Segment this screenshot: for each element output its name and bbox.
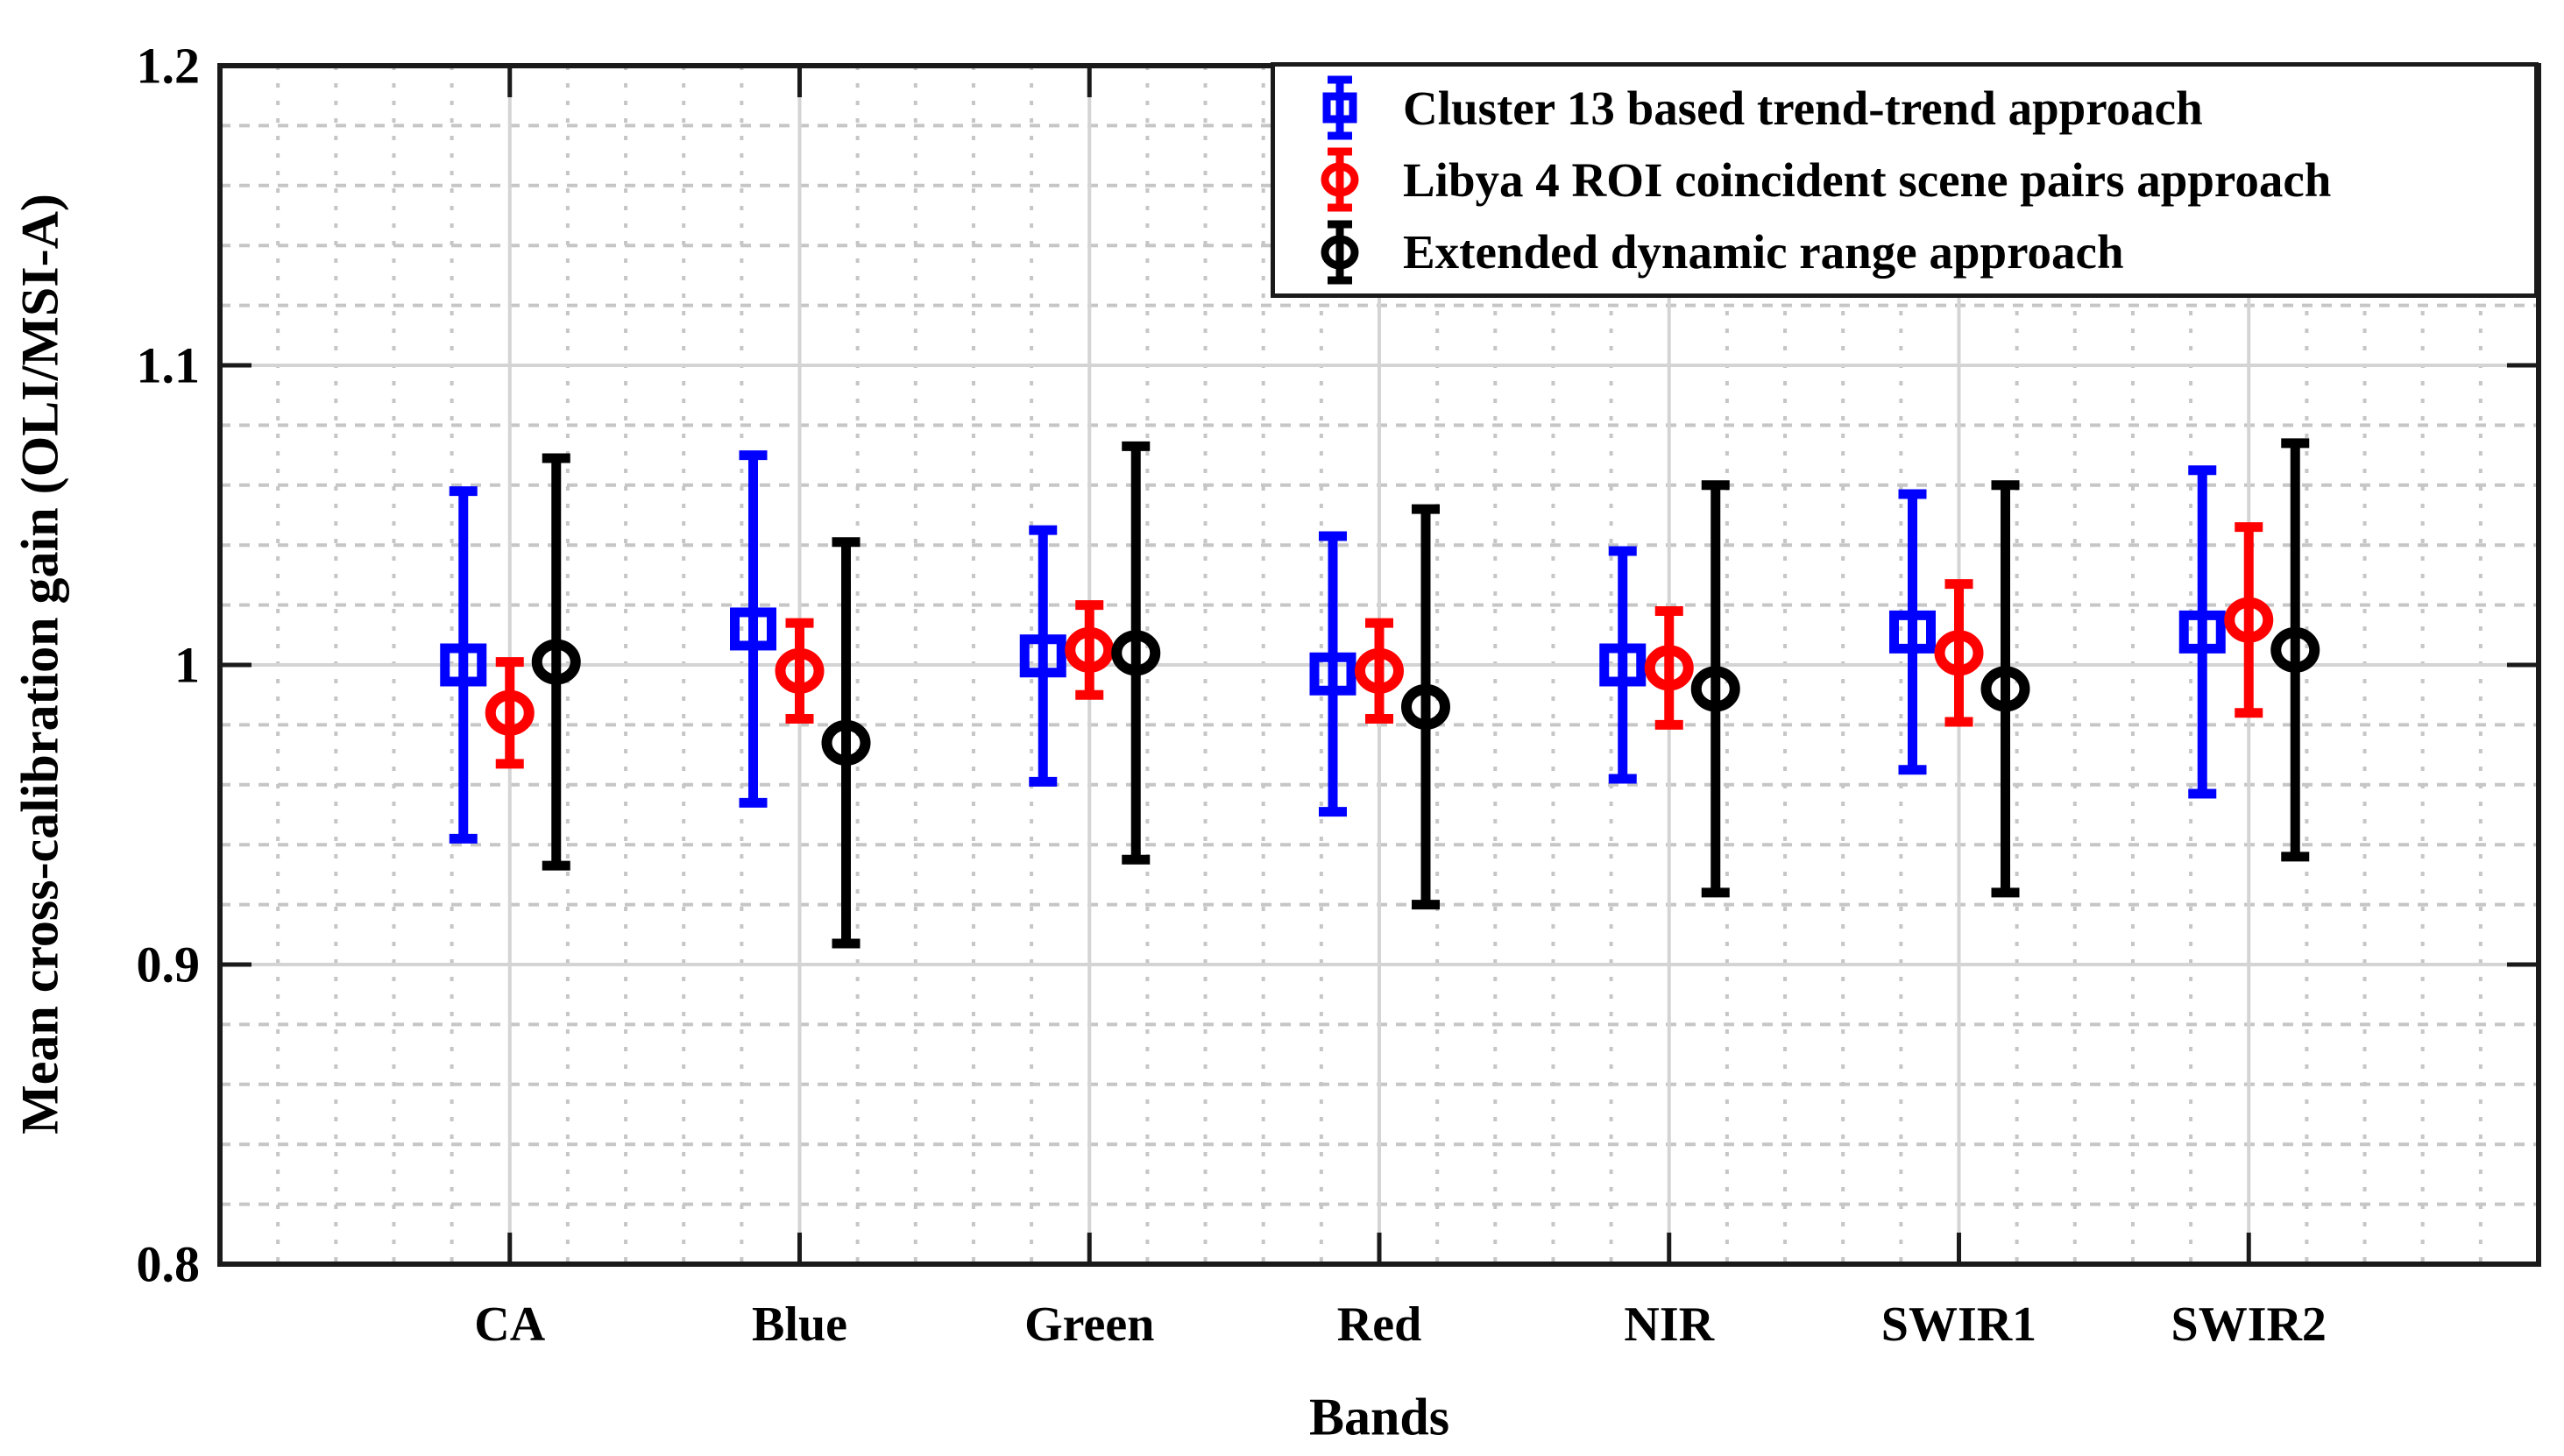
x-tick-label: CA — [474, 1297, 545, 1352]
series-libya-4-roi-coincident-scene-pairs-approach — [485, 522, 2274, 769]
legend-marker-red-circle-icon — [1321, 147, 1359, 212]
errorbar-SWIR2 — [2224, 522, 2274, 718]
marker-circle — [531, 639, 581, 685]
marker-square — [2178, 610, 2226, 654]
x-tick-label: SWIR1 — [1881, 1297, 2036, 1352]
legend-label: Extended dynamic range approach — [1403, 225, 2124, 279]
marker-circle — [1355, 647, 1404, 694]
marker-circle — [485, 689, 535, 736]
x-tick-label: Blue — [752, 1297, 847, 1352]
y-tick-label: 0.9 — [137, 937, 201, 993]
y-tick-label: 1 — [174, 637, 200, 694]
legend-box: Cluster 13 based trend-trend approach Li… — [1271, 62, 2539, 298]
errorbar-SWIR1 — [1980, 480, 2030, 898]
errorbar-NIR — [1690, 480, 1740, 898]
errorbar-Red — [1355, 618, 1404, 724]
marker-circle — [2270, 626, 2320, 673]
y-tick-label: 0.8 — [137, 1236, 201, 1293]
errorbar-CA — [440, 486, 487, 844]
errorbar-CA — [485, 657, 535, 769]
errorbar-Blue — [775, 618, 825, 724]
y-axis-label: Mean cross-calibration gain (OLI/MSI-A) — [11, 194, 69, 1134]
errorbar-Red — [1309, 531, 1356, 817]
marker-square — [1309, 652, 1356, 696]
marker-circle — [1401, 683, 1450, 730]
legend-entry-cluster13: Cluster 13 based trend-trend approach — [1315, 74, 2534, 142]
series-extended-dynamic-range-approach — [531, 438, 2320, 949]
y-tick-label: 1.2 — [137, 38, 201, 95]
legend-marker-blue-square-icon — [1322, 75, 1357, 140]
marker-square — [1889, 610, 1936, 654]
marker-circle — [1980, 666, 2030, 712]
marker-circle — [775, 647, 825, 694]
errorbar-Blue — [730, 450, 776, 808]
series-cluster-13-based-trend-trend-approach — [440, 450, 2226, 844]
x-axis-label: Bands — [1308, 1388, 1450, 1446]
x-tick-label: Green — [1024, 1297, 1154, 1352]
errorbar-SWIR2 — [2270, 438, 2320, 862]
errorbar-Green — [1065, 600, 1115, 700]
marker-square — [730, 607, 776, 651]
errorbar-Blue — [821, 537, 871, 949]
y-tick-label: 1.1 — [137, 337, 201, 394]
x-tick-label: Red — [1337, 1297, 1421, 1352]
marker-circle — [1934, 630, 1984, 676]
errorbar-CA — [531, 453, 581, 871]
errorbar-SWIR1 — [1934, 579, 1984, 727]
legend-label: Cluster 13 based trend-trend approach — [1403, 81, 2203, 135]
errorbar-NIR — [1599, 546, 1647, 784]
marker-circle — [1065, 626, 1115, 673]
errorbar-NIR — [1644, 605, 1694, 730]
marker-circle — [1690, 666, 1740, 712]
errorbar-Green — [1111, 441, 1161, 865]
marker-square — [1599, 643, 1647, 687]
x-tick-label: NIR — [1624, 1297, 1714, 1352]
x-tick-label: SWIR2 — [2171, 1297, 2327, 1352]
errorbar-SWIR2 — [2178, 465, 2226, 799]
legend-marker-black-circle-icon — [1321, 220, 1359, 285]
legend-entry-extended: Extended dynamic range approach — [1315, 218, 2534, 286]
errorbar-SWIR1 — [1889, 489, 1936, 775]
errorbar-Green — [1019, 525, 1066, 787]
x-tick-labels: CA Blue Green Red NIR SWIR1 SWIR2 — [474, 1297, 2327, 1352]
marker-circle — [1111, 630, 1161, 676]
marker-square — [1019, 634, 1066, 678]
y-tick-labels: 0.8 0.9 1 1.1 1.2 — [137, 38, 201, 1293]
marker-circle — [2224, 597, 2274, 643]
marker-circle — [1644, 645, 1694, 691]
marker-square — [440, 643, 487, 687]
marker-circle — [821, 719, 871, 766]
errorbar-Red — [1401, 504, 1450, 910]
legend-entry-libya4: Libya 4 ROI coincident scene pairs appro… — [1315, 145, 2534, 214]
legend-label: Libya 4 ROI coincident scene pairs appro… — [1403, 152, 2332, 207]
